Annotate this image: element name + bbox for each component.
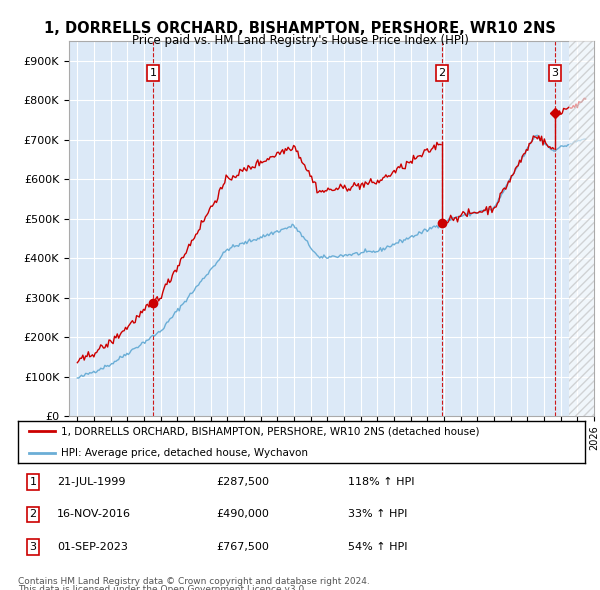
Text: £287,500: £287,500	[216, 477, 269, 487]
Text: 3: 3	[551, 68, 559, 78]
Text: Price paid vs. HM Land Registry's House Price Index (HPI): Price paid vs. HM Land Registry's House …	[131, 34, 469, 47]
Text: 118% ↑ HPI: 118% ↑ HPI	[348, 477, 415, 487]
Text: HPI: Average price, detached house, Wychavon: HPI: Average price, detached house, Wych…	[61, 448, 308, 457]
Text: 01-SEP-2023: 01-SEP-2023	[57, 542, 128, 552]
Text: £767,500: £767,500	[216, 542, 269, 552]
Text: 1, DORRELLS ORCHARD, BISHAMPTON, PERSHORE, WR10 2NS: 1, DORRELLS ORCHARD, BISHAMPTON, PERSHOR…	[44, 21, 556, 35]
Text: This data is licensed under the Open Government Licence v3.0.: This data is licensed under the Open Gov…	[18, 585, 307, 590]
Text: 16-NOV-2016: 16-NOV-2016	[57, 510, 131, 519]
Text: Contains HM Land Registry data © Crown copyright and database right 2024.: Contains HM Land Registry data © Crown c…	[18, 577, 370, 586]
Text: 54% ↑ HPI: 54% ↑ HPI	[348, 542, 407, 552]
Text: 3: 3	[29, 542, 37, 552]
Text: 33% ↑ HPI: 33% ↑ HPI	[348, 510, 407, 519]
Text: 1, DORRELLS ORCHARD, BISHAMPTON, PERSHORE, WR10 2NS (detached house): 1, DORRELLS ORCHARD, BISHAMPTON, PERSHOR…	[61, 427, 479, 436]
Text: 2: 2	[29, 510, 37, 519]
Text: £490,000: £490,000	[216, 510, 269, 519]
Text: 1: 1	[149, 68, 157, 78]
Text: 21-JUL-1999: 21-JUL-1999	[57, 477, 125, 487]
Text: 1: 1	[29, 477, 37, 487]
Text: 2: 2	[439, 68, 446, 78]
